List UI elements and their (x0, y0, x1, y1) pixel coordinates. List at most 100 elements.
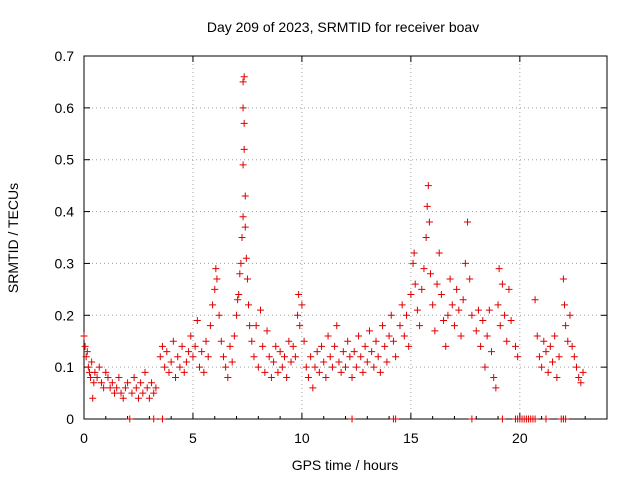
data-point (128, 389, 136, 397)
data-point (294, 311, 302, 319)
data-point (420, 265, 428, 273)
data-point (241, 223, 249, 231)
data-point (309, 384, 317, 392)
grid (84, 56, 607, 419)
data-point (544, 368, 552, 376)
data-point (442, 342, 450, 350)
data-point (156, 353, 164, 361)
data-point (82, 353, 90, 361)
data-point (117, 389, 125, 397)
data-point (172, 374, 180, 382)
data-point (494, 301, 502, 309)
data-point (224, 374, 232, 382)
data-point (429, 301, 437, 309)
data-point (276, 348, 284, 356)
data-point (488, 348, 496, 356)
data-point (344, 337, 352, 345)
data-point (363, 358, 371, 366)
data-point (241, 192, 249, 200)
data-point (466, 275, 474, 283)
data-point (296, 322, 304, 330)
data-point (455, 306, 463, 314)
data-point (134, 394, 142, 402)
data-point (141, 368, 149, 376)
data-point (211, 285, 219, 293)
x-tick-label: 15 (403, 430, 419, 446)
data-point (285, 337, 293, 345)
data-point (335, 358, 343, 366)
data-point (492, 384, 500, 392)
data-point (514, 353, 522, 361)
data-point (533, 332, 541, 340)
data-point (507, 316, 515, 324)
data-point (559, 275, 567, 283)
data-point (570, 353, 578, 361)
data-point (226, 342, 234, 350)
data-point (158, 415, 166, 423)
data-point (572, 363, 580, 371)
data-point (158, 342, 166, 350)
data-point (474, 306, 482, 314)
data-point (233, 311, 241, 319)
data-point (374, 353, 382, 361)
data-point (318, 342, 326, 350)
data-point (111, 389, 119, 397)
data-point (182, 358, 190, 366)
data-point (234, 296, 242, 304)
data-point (535, 353, 543, 361)
data-point (242, 254, 250, 262)
data-point (302, 363, 310, 371)
data-point (238, 234, 246, 241)
data-point (361, 342, 369, 350)
data-point (477, 342, 485, 350)
data-point (538, 363, 546, 371)
data-point (178, 342, 186, 350)
data-point (542, 415, 550, 423)
data-point (490, 374, 498, 382)
data-point (433, 280, 441, 288)
data-point (259, 342, 267, 350)
data-point (450, 322, 458, 330)
data-point (237, 259, 245, 267)
data-point (368, 348, 376, 356)
data-point (191, 342, 199, 350)
data-point (551, 332, 559, 340)
data-point (298, 301, 306, 309)
data-point (215, 311, 223, 319)
data-point (348, 415, 356, 423)
data-point (130, 374, 138, 382)
y-tick-label: 0.5 (55, 152, 75, 168)
data-point (577, 379, 585, 387)
y-tick-label: 0.2 (55, 307, 75, 323)
data-point (505, 285, 513, 293)
data-point (239, 78, 247, 86)
data-point (448, 301, 456, 309)
data-point (119, 394, 127, 402)
data-point (185, 348, 193, 356)
data-point (152, 384, 160, 392)
data-point (424, 182, 432, 190)
data-point (267, 374, 275, 382)
data-point (176, 363, 184, 371)
data-point (422, 234, 430, 241)
data-point (418, 285, 426, 293)
data-point (240, 119, 248, 127)
data-point (339, 348, 347, 356)
data-point (392, 353, 400, 361)
data-point (121, 384, 129, 392)
data-point (88, 358, 96, 366)
data-point (283, 374, 291, 382)
data-point (426, 270, 434, 278)
data-point (407, 291, 415, 299)
x-axis-label: GPS time / hours (292, 457, 399, 473)
data-point (230, 332, 238, 340)
data-point (97, 379, 105, 387)
data-point (423, 202, 431, 210)
data-point (379, 322, 387, 330)
data-point (248, 337, 256, 345)
data-point (90, 379, 98, 387)
data-point (315, 368, 323, 376)
data-point (346, 353, 354, 361)
data-point (575, 374, 583, 382)
y-tick-label: 0.6 (55, 100, 75, 116)
